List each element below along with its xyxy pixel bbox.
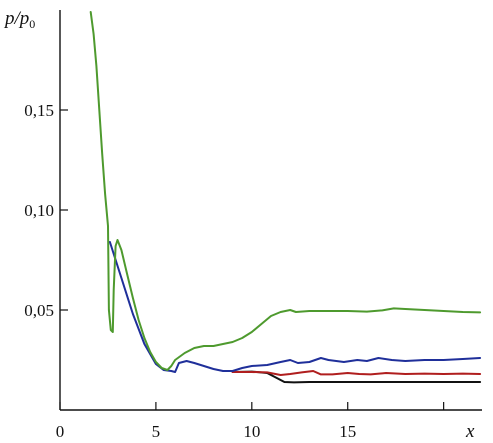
x-tick-label: 10 <box>243 422 260 441</box>
x-axis-label: x <box>465 421 475 442</box>
y-tick-label: 0,15 <box>24 101 54 120</box>
series-line-1 <box>231 370 482 384</box>
y-tick-label: 0,05 <box>24 301 54 320</box>
x-tick-label: 5 <box>152 422 161 441</box>
y-axis-label-sub: 0 <box>29 17 35 31</box>
tick-marks <box>59 109 445 410</box>
series-line-3 <box>108 241 482 373</box>
y-axis-label-main: p/p <box>3 8 29 29</box>
series-lines <box>89 11 482 384</box>
x-tick-label: 0 <box>56 422 65 441</box>
y-axis-label: p/p0 <box>3 8 35 31</box>
series-line-4 <box>89 11 482 371</box>
y-tick-label: 0,10 <box>24 201 54 220</box>
x-tick-label: 15 <box>339 422 356 441</box>
series-line-2 <box>231 370 482 376</box>
axes <box>59 10 482 411</box>
tick-labels: 0 5 10 15 0,05 0,10 0,15 <box>24 101 356 441</box>
